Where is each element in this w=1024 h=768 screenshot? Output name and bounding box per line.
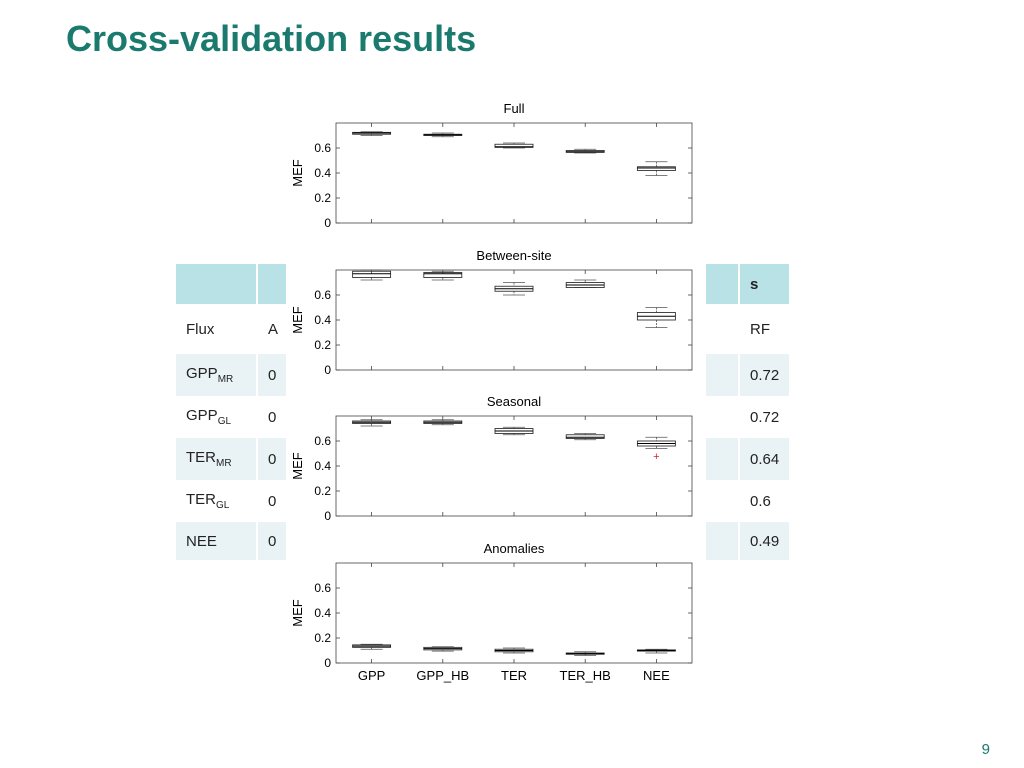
- y-axis-label: MEF: [290, 159, 305, 187]
- box: [352, 270, 392, 278]
- flux-cell: TERMR: [176, 437, 258, 482]
- panel-frame: [335, 122, 693, 224]
- box: [494, 143, 534, 148]
- box: [636, 166, 676, 171]
- x-tick-label: TER_HB: [560, 668, 611, 683]
- y-tick-label: 0: [324, 656, 331, 670]
- panel-title: Seasonal: [487, 394, 541, 409]
- rf-value-cell: RF: [739, 305, 792, 354]
- panel-title: Between-site: [476, 248, 551, 263]
- flux-label: Flux: [186, 320, 215, 338]
- rf-value-cell: 0.6: [739, 481, 792, 522]
- rf-value-cell: 0.72: [739, 397, 792, 438]
- flux-cell: Flux: [176, 305, 258, 354]
- x-tick-label: GPP: [358, 668, 385, 683]
- x-tick-label: NEE: [643, 668, 670, 683]
- slide-title: Cross-validation results: [66, 18, 477, 59]
- y-tick-label: 0.2: [314, 484, 331, 498]
- flux-subscript: GL: [216, 500, 230, 511]
- y-tick-label: 0.2: [314, 191, 331, 205]
- y-tick-label: 0.4: [314, 166, 331, 180]
- y-axis-label: MEF: [290, 306, 305, 334]
- panel-frame: [335, 562, 693, 664]
- page-number: 9: [981, 741, 990, 758]
- flux-subscript: MR: [217, 374, 234, 385]
- panel-title: Full: [504, 101, 525, 116]
- table-header-cell: s: [739, 264, 792, 306]
- panel-title: Anomalies: [484, 541, 545, 556]
- y-tick-label: 0.4: [314, 313, 331, 327]
- y-tick-label: 0.6: [314, 288, 331, 302]
- flux-cell: TERGL: [176, 481, 258, 522]
- y-tick-label: 0.6: [314, 581, 331, 595]
- y-axis-label: MEF: [290, 452, 305, 480]
- y-tick-label: 0.6: [314, 434, 331, 448]
- table-header-cell: [176, 264, 258, 306]
- box: [423, 272, 463, 278]
- flux-subscript: GL: [217, 416, 232, 427]
- flux-cell: NEE: [176, 521, 258, 562]
- x-tick-label: GPP_HB: [416, 668, 469, 683]
- flux-cell: GPPGL: [176, 397, 258, 438]
- y-tick-label: 0: [324, 509, 331, 523]
- x-tick-label: TER: [501, 668, 527, 683]
- y-tick-label: 0: [324, 363, 331, 377]
- boxplot-figure: Full 0 0.2 0.4 0.6 MEF Between-site 0 0.2 0.4 0.6 M…: [286, 92, 706, 692]
- y-tick-label: 0.6: [314, 141, 331, 155]
- flux-label: TER: [186, 449, 216, 466]
- flux-label: TER: [186, 491, 216, 508]
- y-tick-label: 0.2: [314, 338, 331, 352]
- y-tick-label: 0.2: [314, 631, 331, 645]
- flux-subscript: MR: [216, 458, 232, 469]
- rf-value-cell: 0.72: [739, 353, 792, 398]
- rf-value-cell: 0.64: [739, 437, 792, 482]
- y-tick-label: 0.4: [314, 459, 331, 473]
- y-tick-label: 0.4: [314, 606, 331, 620]
- box: [565, 434, 605, 439]
- flux-label: NEE: [186, 532, 217, 550]
- y-axis-label: MEF: [290, 599, 305, 627]
- flux-label: GPP: [186, 365, 218, 382]
- rf-value-cell: 0.49: [739, 521, 792, 562]
- boxplot-svg: Full 0 0.2 0.4 0.6 MEF Between-site 0 0.2 0.4 0.6 M…: [290, 101, 693, 683]
- y-tick-label: 0: [324, 216, 331, 230]
- panel-frame: [335, 415, 693, 517]
- flux-cell: GPPMR: [176, 353, 258, 398]
- outlier-marker: +: [653, 451, 659, 463]
- flux-label: GPP: [186, 407, 218, 424]
